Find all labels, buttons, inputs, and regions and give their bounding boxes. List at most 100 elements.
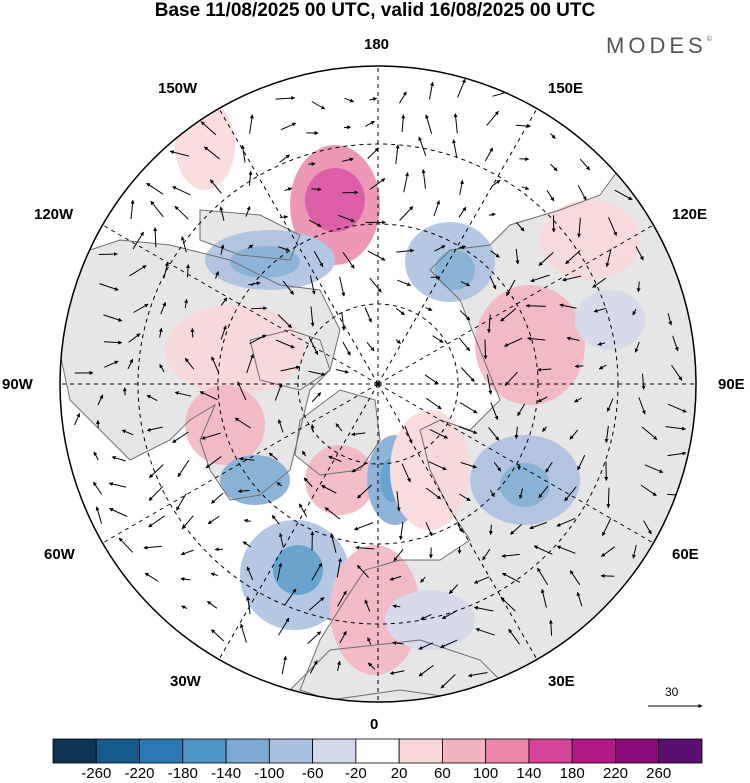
wind-vector: [180, 549, 194, 556]
wind-vector: [355, 545, 375, 550]
anomaly-pos-greenland-sea: [305, 445, 375, 515]
wind-vector: [343, 125, 352, 130]
wind-vector: [452, 139, 458, 159]
wind-vector: [457, 78, 466, 98]
wind-vector: [421, 169, 426, 189]
wind-vector: [237, 381, 247, 401]
wind-vector: [95, 506, 103, 524]
wind-vector: [425, 114, 433, 134]
wind-vector: [328, 455, 342, 462]
wind-vector: [397, 279, 412, 287]
colorbar-tick-label: 140: [516, 765, 542, 782]
wind-vector: [344, 97, 355, 103]
wind-vector: [401, 114, 406, 133]
wind-vector: [351, 432, 366, 437]
wind-vector: [351, 462, 368, 473]
wind-vector: [174, 205, 189, 220]
colorbar-tick-label: -140: [211, 765, 242, 782]
wind-vector: [569, 429, 579, 440]
wind-vector: [514, 426, 519, 439]
wind-vector: [490, 402, 499, 421]
wind-vector: [246, 596, 251, 615]
wind-vector: [303, 477, 313, 487]
colorbar-swatch: [312, 738, 357, 764]
wind-vector: [577, 217, 582, 238]
wind-vector: [150, 200, 164, 218]
colorbar-swatch: [485, 738, 530, 764]
wind-vector: [181, 236, 187, 253]
wind-vector: [600, 546, 615, 557]
wind-vector: [434, 245, 446, 252]
wind-vector: [602, 518, 612, 537]
wind-vector: [174, 391, 192, 397]
wind-vector: [309, 660, 318, 674]
wind-vector: [488, 212, 496, 217]
wind-vector: [367, 147, 380, 159]
wind-vector: [396, 491, 401, 512]
wind-vector: [493, 461, 502, 472]
wind-vector: [335, 369, 349, 374]
wind-vector: [490, 250, 500, 258]
wind-vector: [399, 206, 414, 221]
wind-vector: [280, 122, 297, 131]
wind-vector: [665, 426, 686, 431]
wind-vector: [369, 97, 378, 102]
wind-vector: [172, 186, 191, 196]
wind-vector: [403, 172, 409, 193]
wind-vector: [309, 275, 316, 295]
wind-vector: [279, 154, 291, 163]
wind-vector: [395, 307, 405, 316]
wind-vector: [248, 170, 253, 186]
wind-vector: [458, 337, 471, 352]
wind-vector: [525, 303, 546, 308]
wind-vector: [559, 303, 577, 309]
wind-vector: [369, 277, 382, 293]
wind-vector: [538, 252, 554, 266]
lon-label-150w: 150W: [158, 80, 198, 97]
wind-vector: [429, 428, 449, 439]
wind-vector: [201, 432, 221, 440]
colorbar-tick-label: -60: [301, 765, 324, 782]
wind-vector: [420, 613, 432, 620]
colorbar-tick-label: -20: [345, 765, 367, 782]
lon-label-0: 0: [370, 716, 379, 733]
wind-vector: [271, 515, 280, 525]
colorbar-swatch: [398, 738, 443, 764]
wind-vector: [146, 426, 163, 432]
vector-scale-label: 30: [665, 685, 679, 699]
wind-vector: [604, 425, 609, 443]
wind-vector: [172, 431, 189, 444]
wind-vector: [177, 459, 190, 478]
wind-vector: [301, 450, 307, 457]
wind-vector: [418, 642, 434, 650]
wind-vector: [556, 545, 576, 554]
wind-vectors: [74, 78, 687, 689]
anomaly-neg-central-siberia: [435, 250, 475, 290]
wind-vector: [342, 157, 354, 162]
wind-vector: [210, 572, 218, 577]
wind-vector: [204, 146, 221, 160]
wind-vector: [274, 383, 283, 401]
anomaly-pos-canada: [165, 305, 305, 395]
wind-vector: [635, 246, 644, 261]
wind-vector: [366, 341, 375, 352]
wind-vector: [118, 537, 134, 553]
wind-vector: [429, 81, 435, 100]
wind-vector: [537, 396, 548, 403]
wind-vector: [460, 367, 475, 382]
wind-vector: [74, 412, 81, 426]
wind-vector: [144, 572, 159, 582]
wind-vector: [133, 303, 149, 313]
wind-vector: [527, 336, 546, 341]
wind-vector: [148, 485, 164, 501]
wind-vector: [420, 576, 426, 583]
wind-vector: [209, 179, 222, 194]
wind-vector: [277, 314, 292, 329]
wind-vector: [336, 557, 342, 578]
wind-vector: [475, 628, 496, 636]
wind-vector: [158, 327, 163, 338]
wind-vector: [364, 599, 371, 612]
wind-vector: [556, 517, 576, 527]
wind-vector: [337, 660, 341, 672]
